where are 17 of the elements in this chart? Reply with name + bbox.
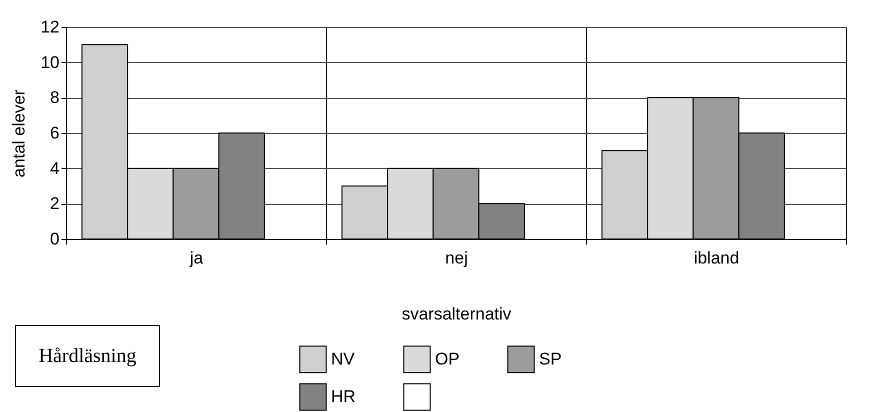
y-tick-label: 10 (40, 52, 60, 72)
text: Hårdläsning (15, 325, 160, 387)
y-tick-label: 4 (50, 158, 60, 178)
y-tick-label: 6 (50, 124, 60, 142)
x-axis-title: svarsalternativ (402, 304, 512, 324)
y-tick-label: 8 (50, 88, 60, 108)
y-tick-label: 12 (40, 18, 60, 36)
x-tick-label: nej (445, 248, 468, 268)
x-tick-label: ja (188, 248, 204, 268)
legend-label: SP (539, 349, 562, 368)
legend-label: NV (331, 349, 356, 368)
legend-label: HR (331, 387, 356, 406)
y-tick-label: 2 (50, 194, 60, 214)
legend-label: OP (435, 349, 460, 368)
y-axis-title: antal elever (10, 89, 29, 178)
x-tick-label: ibland (694, 248, 740, 268)
y-tick-label: 0 (50, 230, 60, 248)
